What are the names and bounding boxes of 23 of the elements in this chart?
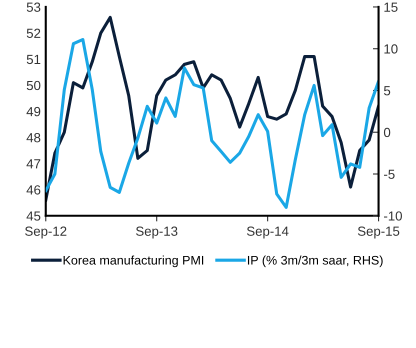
y-tick-label: 48 xyxy=(26,133,40,142)
y-tick-label: 49 xyxy=(26,106,40,116)
y-tick-label: 45 xyxy=(26,211,40,221)
line-series xyxy=(46,38,379,209)
y-tick-label: 50 xyxy=(26,80,40,90)
y-tick-label: 51 xyxy=(26,54,40,64)
y2-tick-label: 15 xyxy=(384,2,398,12)
y-tick-label: 53 xyxy=(26,2,40,12)
legend-label: Korea manufacturing PMI xyxy=(64,256,204,268)
y2-tick-label: 0 xyxy=(384,128,390,138)
y2-tick-label: -10 xyxy=(384,211,402,221)
y2-tick-label: -5 xyxy=(384,170,395,179)
y2-tick-label: 5 xyxy=(384,86,390,96)
x-tick-label: Sep-15 xyxy=(358,226,400,238)
y-tick-label: 52 xyxy=(26,28,40,38)
x-tick-label: Sep-12 xyxy=(25,226,66,238)
legend-label: IP (% 3m/3m saar, RHS) xyxy=(248,256,383,268)
x-tick-label: Sep-14 xyxy=(246,226,289,238)
y-tick-label: 47 xyxy=(26,159,40,168)
y2-tick-label: 10 xyxy=(384,44,398,54)
y-tick-label: 46 xyxy=(26,185,40,195)
x-tick-label: Sep-13 xyxy=(136,226,178,238)
line-series xyxy=(46,16,379,202)
